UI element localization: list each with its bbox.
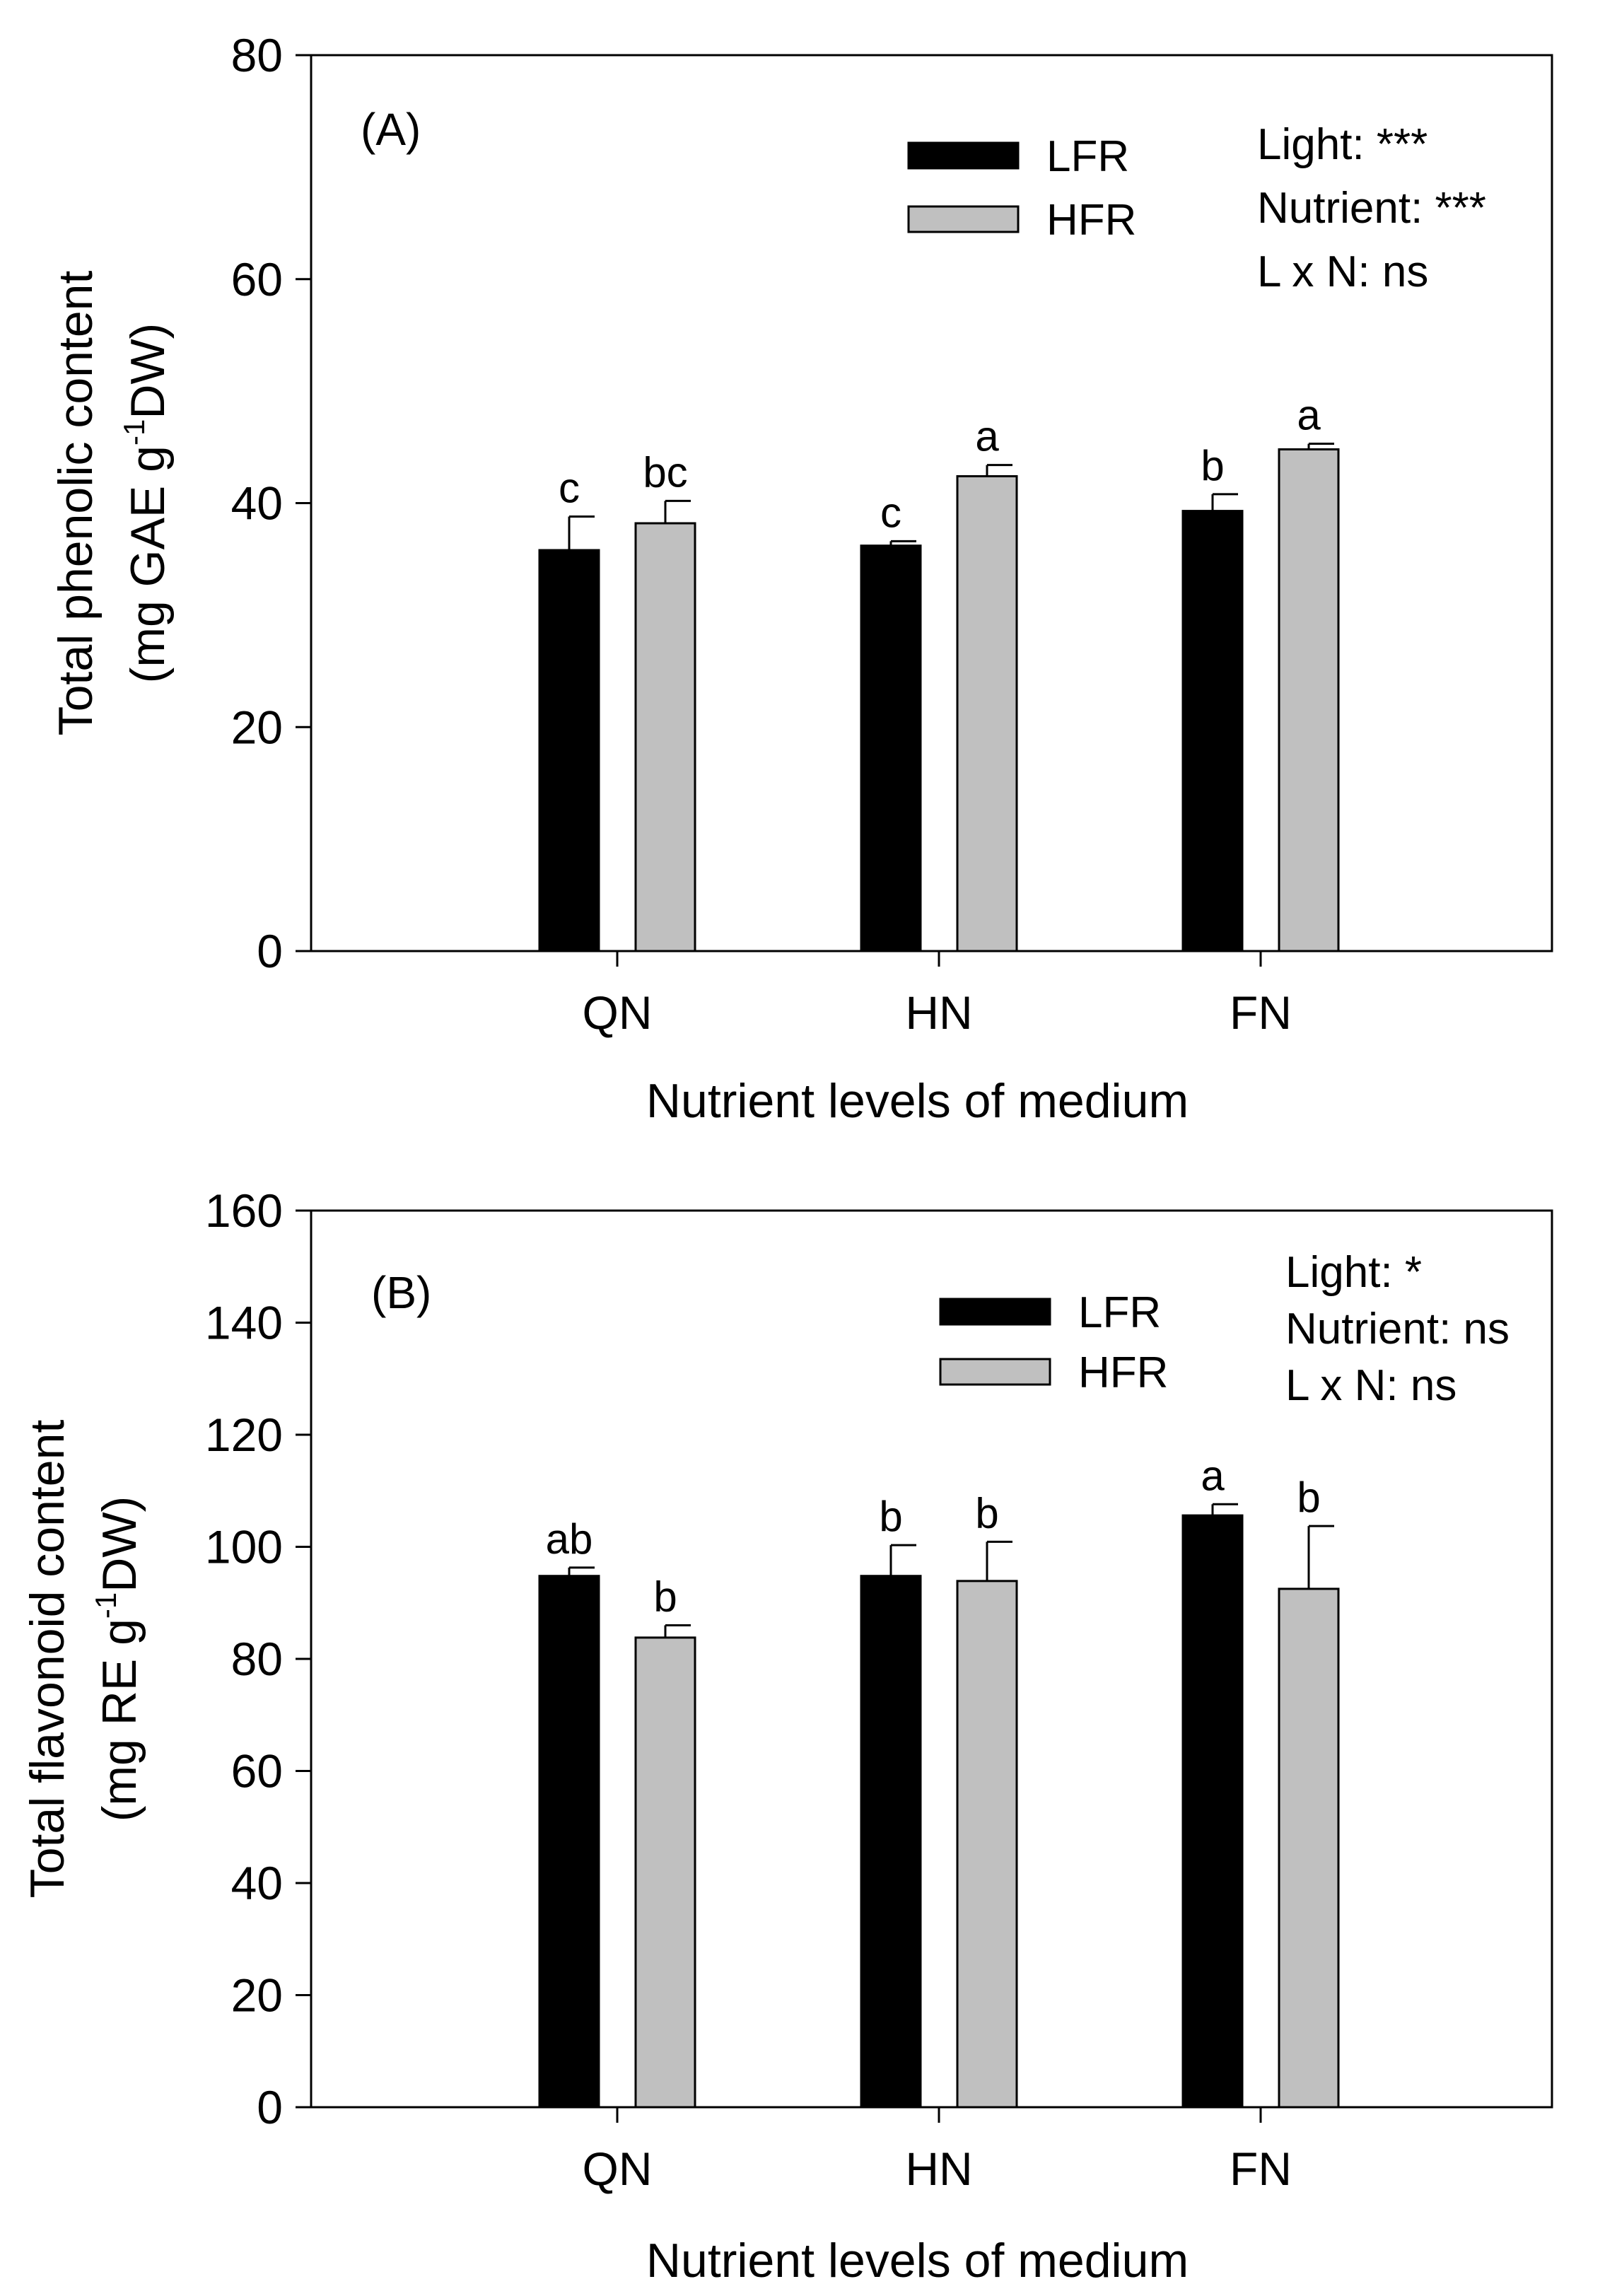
y-tick-label: 80	[231, 1633, 283, 1685]
bar-lfr-hn	[860, 544, 922, 952]
statistics-label: L x N: ns	[1285, 1361, 1457, 1410]
bar-lfr-fn	[1181, 510, 1244, 952]
y-axis-title-line2: (mg RE g-1DW)	[89, 1496, 146, 1822]
statistics-label: L x N: ns	[1257, 247, 1428, 296]
significance-letter: b	[975, 1489, 998, 1537]
x-axis-title: Nutrient levels of medium	[646, 1074, 1189, 1128]
bar-lfr-fn	[1181, 1514, 1244, 2109]
y-tick-label: 20	[231, 1969, 283, 2022]
y-tick-label: 160	[205, 1184, 283, 1237]
bar-hfr-qn	[634, 522, 696, 952]
y-tick-label: 60	[231, 253, 283, 305]
y-tick-label: 120	[205, 1409, 283, 1461]
x-tick-label-fn: FN	[1230, 2143, 1292, 2195]
x-tick-label-qn: QN	[583, 986, 653, 1039]
significance-letter: b	[653, 1573, 677, 1620]
y-tick-label: 40	[231, 477, 283, 530]
panel-label: (B)	[371, 1267, 431, 1318]
significance-letter: b	[1297, 1474, 1320, 1521]
significance-letter: b	[1201, 442, 1224, 489]
x-tick-label-qn: QN	[583, 2143, 653, 2195]
legend-swatch-hfr	[907, 205, 1020, 233]
significance-letter: a	[975, 413, 999, 460]
bar-hfr-qn	[634, 1636, 696, 2109]
legend-label-hfr: HFR	[1046, 196, 1136, 245]
significance-letter: b	[879, 1493, 902, 1540]
x-tick-label-hn: HN	[905, 986, 972, 1039]
significance-letter: c	[880, 489, 901, 536]
significance-letter: a	[1201, 1452, 1225, 1499]
statistics-label: Light: ***	[1257, 120, 1428, 169]
y-axis-title-line1: Total phenolic content	[49, 271, 103, 736]
y-tick-label: 60	[231, 1745, 283, 1797]
statistics-label: Nutrient: ns	[1285, 1305, 1510, 1353]
bar-lfr-hn	[860, 1575, 922, 2109]
bar-lfr-qn	[538, 549, 600, 952]
statistics-label: Light: *	[1285, 1248, 1422, 1297]
significance-letter: bc	[643, 448, 687, 496]
legend-swatch-lfr	[907, 141, 1020, 170]
y-tick-label: 20	[231, 701, 283, 753]
bar-hfr-hn	[956, 1580, 1018, 2109]
y-axis-title-line1: Total flavonoid content	[21, 1420, 74, 1899]
x-tick-label-hn: HN	[905, 2143, 972, 2195]
significance-letter: ab	[546, 1515, 593, 1563]
y-tick-label: 0	[257, 925, 283, 977]
y-tick-label: 100	[205, 1521, 283, 1573]
significance-letter: c	[559, 465, 580, 512]
y-tick-label: 0	[257, 2081, 283, 2133]
x-axis-title: Nutrient levels of medium	[646, 2234, 1189, 2288]
y-tick-label: 40	[231, 1857, 283, 1909]
legend-label-lfr: LFR	[1078, 1288, 1161, 1337]
bar-hfr-fn	[1278, 448, 1340, 952]
panel-a-chart: 0 20 40 60 80 QN c bc HN c a FN b a (A) LFR HFR Light: **…	[49, 29, 1553, 1128]
y-tick-label: 140	[205, 1297, 283, 1349]
legend-label-lfr: LFR	[1046, 132, 1129, 181]
legend-swatch-hfr	[939, 1358, 1051, 1386]
bar-lfr-qn	[538, 1575, 600, 2109]
y-axis-title-line2: (mg GAE g-1DW)	[117, 323, 175, 684]
bar-hfr-fn	[1278, 1587, 1340, 2109]
x-tick-label-fn: FN	[1230, 986, 1292, 1039]
statistics-label: Nutrient: ***	[1257, 184, 1486, 233]
y-tick-label: 80	[231, 29, 283, 81]
significance-letter: a	[1297, 392, 1321, 439]
bar-hfr-hn	[956, 474, 1018, 952]
legend-label-hfr: HFR	[1078, 1348, 1168, 1397]
panel-label: (A)	[361, 104, 421, 155]
legend-swatch-lfr	[939, 1298, 1051, 1326]
